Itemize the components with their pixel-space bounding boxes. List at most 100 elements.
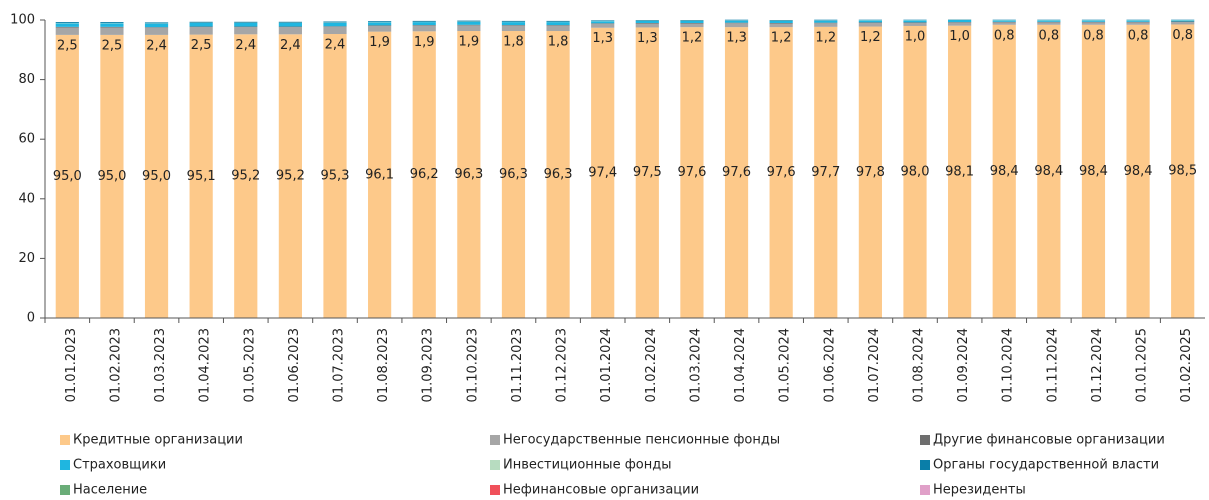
bar-segment (234, 34, 258, 318)
value-label: 1,9 (459, 35, 480, 50)
bar-segment (55, 23, 79, 27)
bar-segment (144, 23, 169, 28)
bar-segment (769, 20, 793, 23)
x-tick-label: 01.07.2023 (332, 328, 347, 402)
bar-segment (992, 20, 1016, 22)
value-label: 95,2 (276, 169, 305, 184)
bar-segment (814, 20, 838, 23)
value-label: 1,8 (548, 35, 569, 50)
x-tick-label: 01.03.2024 (688, 328, 703, 402)
value-label: 97,5 (633, 165, 662, 180)
bar-segment (457, 25, 481, 32)
bar-segment (1037, 20, 1061, 22)
bar-segment (501, 25, 526, 26)
x-tick-label: 01.02.2023 (108, 328, 123, 402)
bar-segment (368, 25, 392, 32)
legend-swatch (490, 460, 500, 470)
bar-segment (323, 26, 347, 35)
value-label: 1,0 (905, 29, 926, 44)
value-label: 1,0 (949, 29, 970, 44)
bar-segment (144, 27, 169, 35)
bar-segment (144, 34, 169, 319)
bar-segment (501, 20, 526, 22)
bar-segment (858, 22, 882, 23)
bar-segment (948, 25, 972, 319)
bar-segment (55, 26, 79, 28)
bar-segment (769, 20, 793, 21)
value-label: 98,1 (945, 164, 974, 179)
bar-segment (234, 22, 258, 27)
value-label: 95,0 (97, 169, 126, 184)
bar-segment (1081, 21, 1106, 23)
bar-segment (278, 21, 302, 23)
value-label: 96,2 (410, 167, 439, 182)
value-label: 0,8 (1172, 28, 1193, 43)
bar-segment (100, 22, 124, 23)
bar-segment (189, 27, 213, 35)
value-label: 2,4 (280, 38, 301, 53)
bar-segment (457, 31, 481, 318)
value-label: 1,2 (682, 31, 703, 46)
x-tick-label: 01.08.2023 (376, 328, 391, 402)
legend-label: Органы государственной власти (933, 458, 1159, 473)
bar-segment (323, 26, 347, 27)
bar-segment (591, 20, 615, 21)
bar-segment (903, 25, 927, 319)
bar-segment (903, 22, 927, 26)
bar-segment (100, 26, 124, 28)
legend-swatch (920, 485, 930, 495)
x-tick-label: 01.12.2023 (555, 328, 570, 402)
bar-segment (55, 34, 79, 319)
value-label: 97,6 (722, 165, 751, 180)
bar-segment (1081, 24, 1106, 318)
legend-swatch (490, 435, 500, 445)
bar-segment (635, 20, 659, 23)
legend-label: Нерезиденты (933, 483, 1026, 498)
x-tick-label: 01.06.2023 (287, 328, 302, 402)
value-label: 2,5 (102, 38, 123, 53)
bar-segment (55, 27, 79, 35)
bar-segment (368, 31, 392, 318)
value-label: 98,0 (901, 164, 930, 179)
x-tick-label: 01.04.2024 (733, 328, 748, 402)
bar-segment (278, 26, 302, 28)
value-label: 2,5 (57, 38, 78, 53)
bar-segment (412, 31, 436, 318)
bar-segment (635, 20, 659, 21)
value-label: 1,3 (637, 31, 658, 46)
x-tick-label: 01.07.2024 (867, 328, 882, 402)
bar-segment (814, 19, 838, 21)
bar-segment (1126, 21, 1150, 23)
bar-segment (858, 26, 882, 318)
bar-segment (635, 22, 659, 24)
bar-segment (144, 22, 169, 24)
bar-segment (724, 22, 749, 24)
bar-segment (234, 21, 258, 23)
bar-segment (635, 23, 659, 28)
bar-segment (858, 22, 882, 27)
x-tick-label: 01.12.2024 (1090, 328, 1105, 402)
y-tick-label: 100 (10, 13, 35, 28)
bar-segment (546, 31, 570, 318)
value-label: 0,8 (1128, 28, 1149, 43)
bar-segment (189, 34, 213, 319)
bar-segment (189, 21, 213, 23)
legend-label: Другие финансовые организации (933, 433, 1165, 448)
value-label: 98,4 (1079, 164, 1108, 179)
legend-swatch (60, 460, 70, 470)
y-tick-label: 20 (18, 251, 35, 266)
legend-swatch (920, 460, 930, 470)
bar-segment (100, 23, 124, 27)
bar-segment (814, 22, 838, 24)
bar-segment (412, 22, 436, 26)
x-tick-label: 01.11.2023 (510, 328, 525, 402)
bar-segment (1171, 22, 1195, 25)
value-label: 98,4 (1034, 164, 1063, 179)
bar-segment (1081, 22, 1106, 25)
bar-segment (323, 34, 347, 318)
bar-segment (680, 20, 704, 21)
value-label: 1,2 (860, 30, 881, 45)
x-tick-label: 01.09.2024 (956, 328, 971, 402)
bar-segment (1171, 21, 1195, 23)
